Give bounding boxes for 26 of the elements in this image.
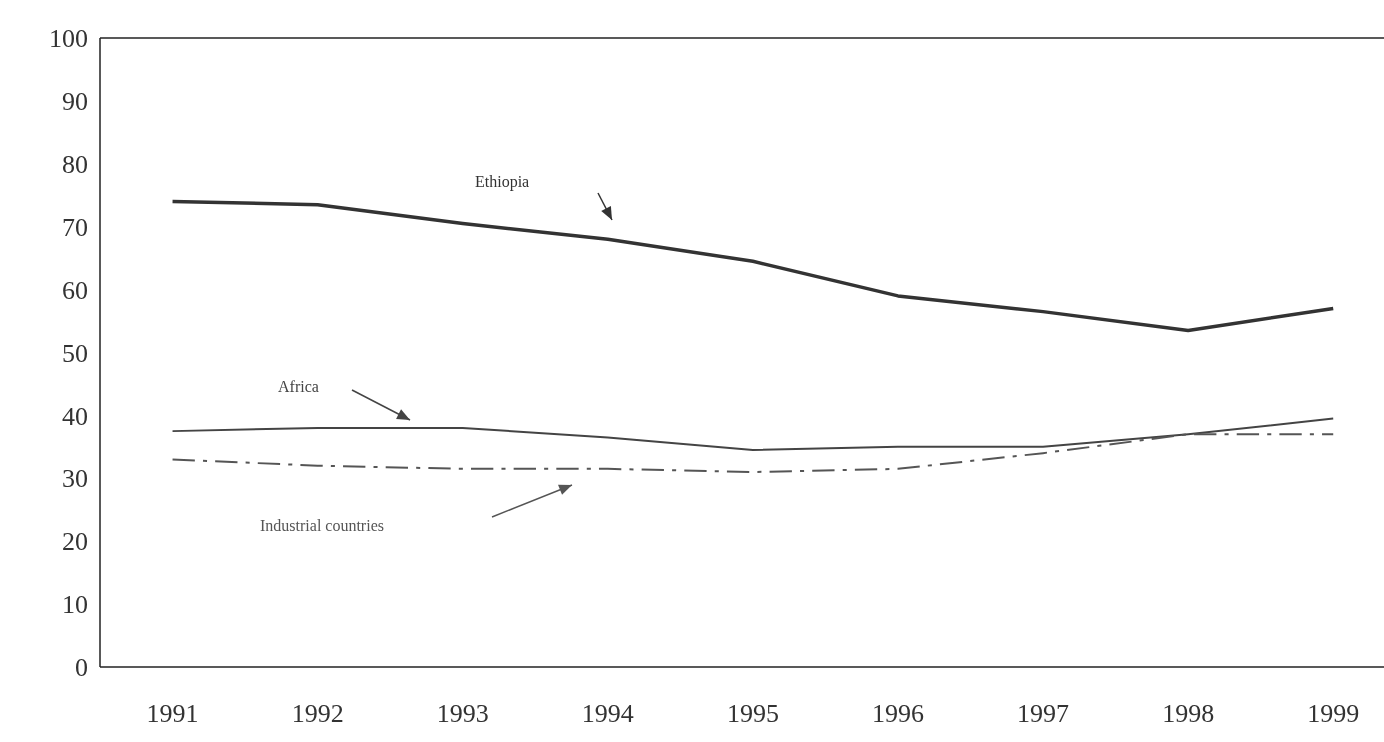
y-tick-label: 30 — [62, 464, 88, 494]
x-tick-label: 1997 — [1017, 699, 1070, 728]
y-tick-label: 20 — [62, 527, 88, 557]
text: Industrial countries — [260, 517, 384, 534]
y-tick-label: 100 — [49, 24, 88, 54]
x-tick-label: 1995 — [726, 699, 779, 728]
line-series — [171, 417, 1335, 451]
x-tick-label: 1992 — [291, 699, 344, 728]
x-tick-label: 1999 — [1307, 699, 1360, 728]
text: Africa — [278, 378, 319, 395]
x-tick-label: 1991 — [146, 699, 199, 728]
x-tick-label: 1993 — [436, 699, 489, 728]
y-tick-label: 10 — [62, 590, 88, 620]
x-tick-label: 1998 — [1162, 699, 1215, 728]
line-series — [171, 433, 1335, 474]
x-tick-label: 1996 — [871, 699, 924, 728]
y-tick-label: 60 — [62, 275, 88, 305]
y-tick-label: 70 — [62, 212, 88, 242]
y-tick-label: 90 — [62, 87, 88, 116]
y-tick-label: 40 — [62, 401, 88, 431]
text: Ethiopia — [475, 173, 530, 191]
y-tick-label: 50 — [62, 338, 88, 368]
x-tick-label: 1994 — [581, 699, 634, 728]
y-tick-label: 0 — [75, 653, 88, 683]
y-tick-label: 80 — [62, 149, 88, 179]
line-series — [170, 199, 1335, 333]
